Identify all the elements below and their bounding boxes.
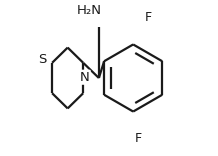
Text: F: F xyxy=(134,132,141,145)
Text: N: N xyxy=(80,71,90,84)
Text: F: F xyxy=(145,11,152,24)
Text: H₂N: H₂N xyxy=(77,4,102,17)
Text: S: S xyxy=(39,53,47,66)
